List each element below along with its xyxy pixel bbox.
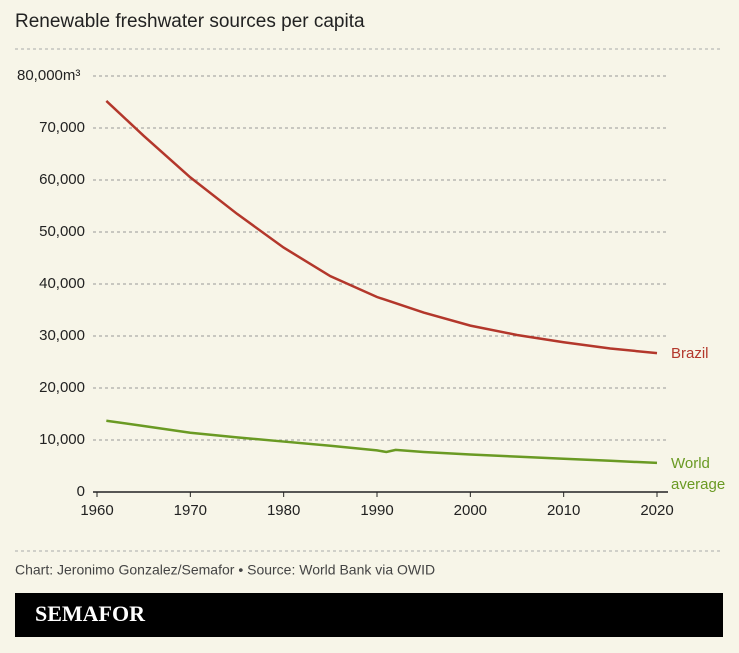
y-tick-label: 0 bbox=[77, 483, 85, 500]
logo: SEMAFOR bbox=[35, 601, 146, 626]
logo-bar bbox=[15, 593, 723, 637]
x-tick-label: 1990 bbox=[360, 502, 393, 519]
x-tick-label: 1960 bbox=[80, 502, 113, 519]
series-label: World average bbox=[671, 454, 726, 493]
x-tick-label: 1970 bbox=[174, 502, 207, 519]
x-tick-label: 2000 bbox=[454, 502, 487, 519]
y-tick-label: 40,000 bbox=[39, 275, 85, 292]
y-tick-label: 20,000 bbox=[39, 379, 85, 396]
y-tick-label: 10,000 bbox=[39, 431, 85, 448]
y-tick-label: 30,000 bbox=[39, 327, 85, 344]
x-tick-label: 2010 bbox=[547, 502, 580, 519]
x-tick-label: 1980 bbox=[267, 502, 300, 519]
line bbox=[105, 100, 658, 355]
y-tick-label: 70,000 bbox=[39, 119, 85, 136]
line bbox=[106, 419, 658, 465]
source: Chart: Jeronimo Gonzalez/Semafor • Sourc… bbox=[15, 562, 435, 578]
y-tick-label: 60,000 bbox=[39, 171, 85, 188]
x-tick-label: 2020 bbox=[640, 502, 673, 519]
y-tick-label: 80,000m³ bbox=[17, 67, 80, 84]
chart-title: Renewable freshwater sources per capita bbox=[15, 11, 365, 32]
y-tick-label: 50,000 bbox=[39, 223, 85, 240]
series-label: Brazil bbox=[671, 345, 709, 363]
